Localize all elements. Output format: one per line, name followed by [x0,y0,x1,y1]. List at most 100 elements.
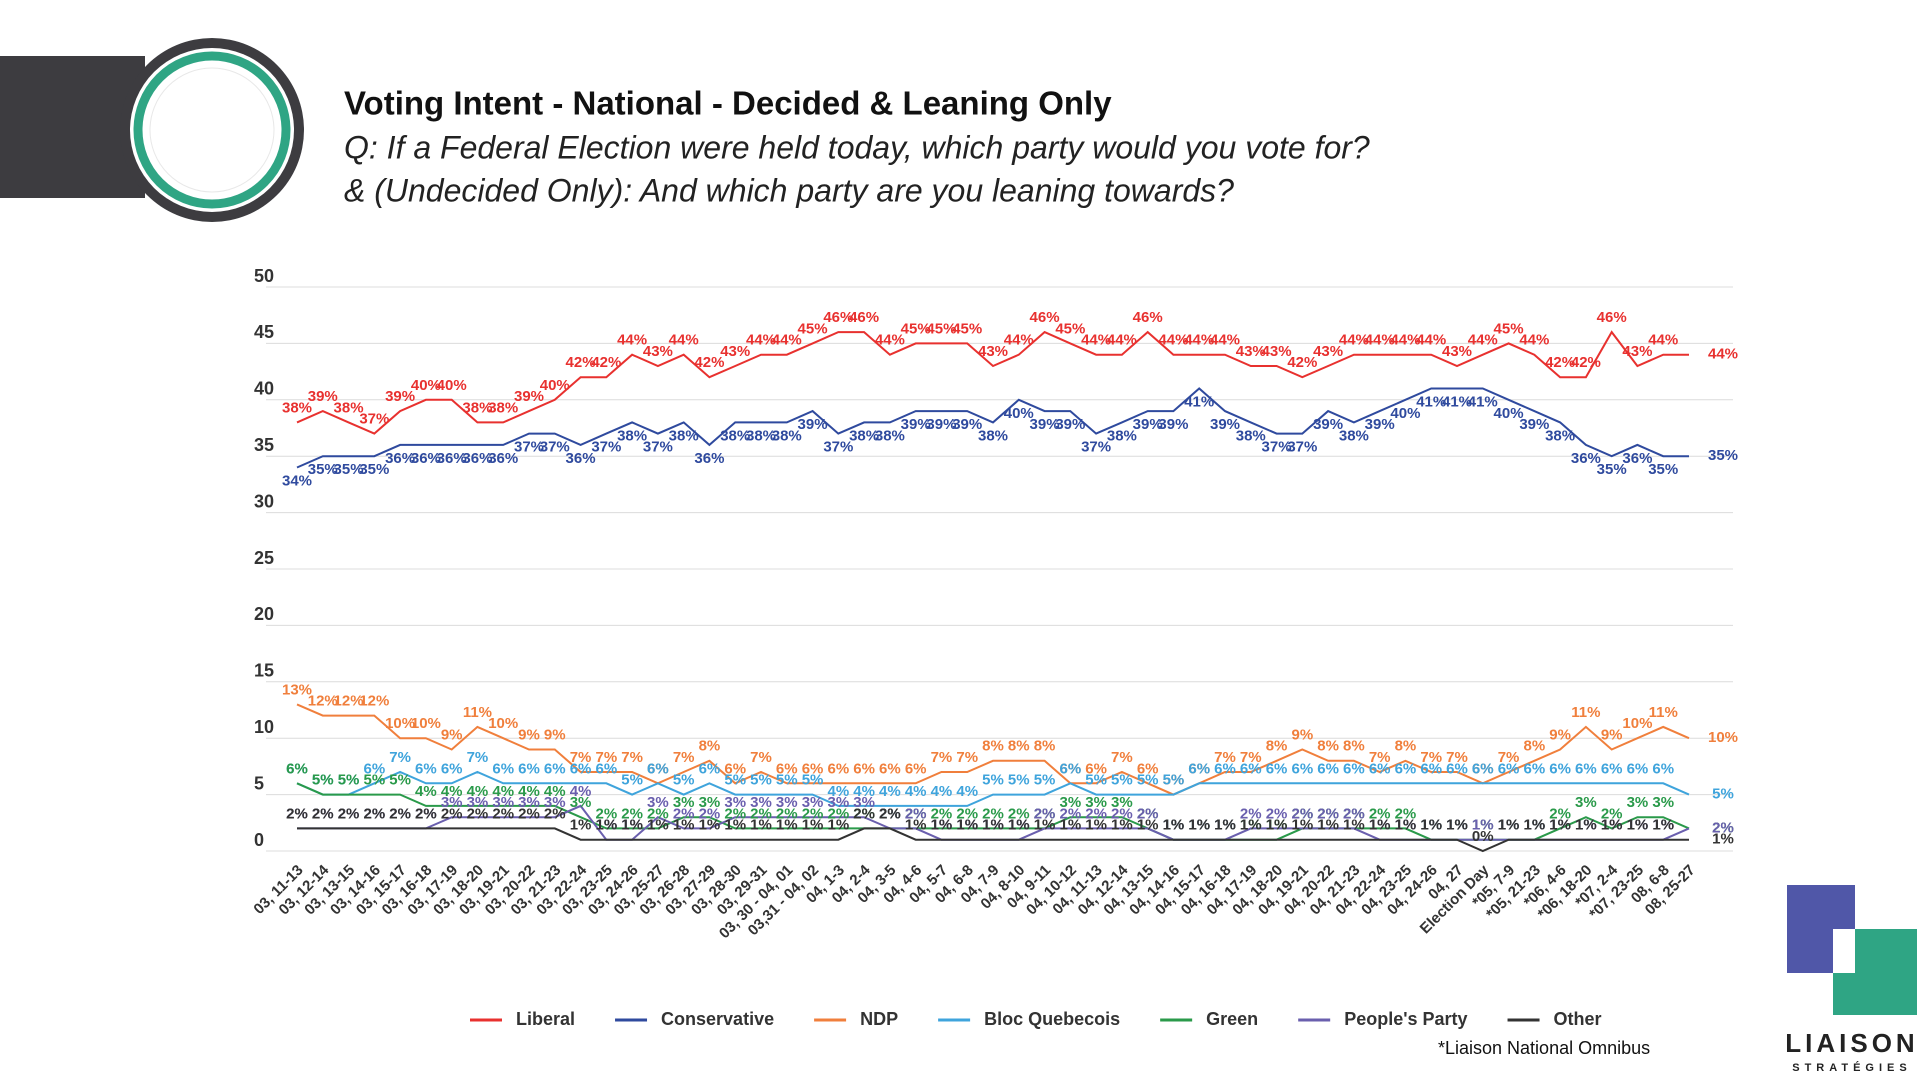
data-label: 3% [802,794,824,811]
data-label: 6% [853,760,875,777]
data-label: 6% [1369,760,1391,777]
data-label: 2% [1008,805,1030,822]
data-label: 5% [363,772,385,789]
data-label: 2% [1317,805,1339,822]
data-label: 2% [338,805,360,822]
data-label: 1% [1420,817,1442,834]
data-label: 5% [312,772,334,789]
data-label: 6% [544,760,566,777]
data-label: 10% [385,715,415,732]
data-label: 36% [411,450,441,467]
data-label: 6% [1085,760,1107,777]
data-label: 1% [905,817,927,834]
data-label: 10% [1622,715,1652,732]
data-label: 43% [1262,343,1292,360]
data-label: 6% [595,760,617,777]
data-label: 36% [488,450,518,467]
data-label: 39% [901,416,931,433]
data-label: 6% [1549,760,1571,777]
data-label: 1% [1523,817,1545,834]
data-label: 39% [1030,416,1060,433]
data-label: 6% [1059,760,1081,777]
chart-subtitle: Q: If a Federal Election were held today… [344,129,1370,165]
data-label: 44% [1081,332,1111,349]
data-label: 1% [1085,817,1107,834]
data-label: 4% [492,783,514,800]
series-line [296,770,1690,807]
data-label: 2% [905,805,927,822]
data-label: 2% [750,805,772,822]
badge-ring [133,51,291,209]
data-label: 7% [1446,749,1468,766]
legend-label: People's Party [1344,1009,1467,1029]
data-label: 3% [1575,794,1597,811]
data-label: 13% [282,681,312,698]
data-label: 40% [1494,405,1524,422]
data-label: 38% [282,399,312,416]
series-line [296,330,1689,435]
data-label: 44% [1210,332,1240,349]
data-label: 5% [338,772,360,789]
data-label: 6% [363,760,385,777]
legend-label: Liberal [516,1009,575,1029]
data-label: 4% [518,783,540,800]
data-label: 6% [441,760,463,777]
data-label: 3% [699,794,721,811]
data-label: 6% [1188,760,1210,777]
data-label: 46% [849,309,879,326]
data-label: 1% [982,817,1004,834]
data-label: 35% [359,461,389,478]
data-label: 5% [1111,772,1133,789]
data-label: 1% [1575,817,1597,834]
data-label: 37% [823,439,853,456]
data-label: 5% [1712,786,1734,803]
data-label: 2% [853,805,875,822]
data-label: 6% [1266,760,1288,777]
legend-label: Bloc Quebecois [984,1009,1120,1029]
data-label: 39% [1055,416,1085,433]
data-label: 1% [1523,817,1545,834]
data-label: 2% [853,805,875,822]
data-label: 5% [982,772,1004,789]
data-label: 1% [1498,817,1520,834]
data-label: 3% [467,794,489,811]
data-label: 2% [415,805,437,822]
data-label: 1% [1008,817,1030,834]
data-label: 34% [282,472,312,489]
data-label: 39% [514,388,544,405]
data-label: 8% [1266,738,1288,755]
data-label: 39% [308,388,338,405]
data-label: 3% [673,794,695,811]
data-label: 39% [926,416,956,433]
data-label: 6% [1317,760,1339,777]
data-label: 7% [1420,749,1442,766]
y-tick-label: 40 [254,379,274,399]
data-label: 1% [982,817,1004,834]
data-label: 37% [359,411,389,428]
data-label: 4% [905,783,927,800]
data-label: 1% [1008,817,1030,834]
data-label: 6% [1523,760,1545,777]
data-label: 6% [1472,760,1494,777]
data-label: 38% [1545,427,1575,444]
data-label: 3% [827,794,849,811]
data-label: 1% [1549,817,1571,834]
data-label: 10% [1708,729,1738,746]
data-label: 2% [389,805,411,822]
data-label: 3% [1059,794,1081,811]
data-label: 37% [1081,439,1111,456]
data-label: 2% [802,805,824,822]
data-label: 6% [1059,760,1081,777]
data-label: 2% [1111,805,1133,822]
data-label: 2% [518,805,540,822]
data-label: 2% [931,805,953,822]
data-label: 11% [1649,704,1678,721]
data-label: 2% [1549,805,1571,822]
data-label: 41% [1468,393,1498,410]
data-label: 44% [1339,332,1369,349]
data-label: 45% [1494,320,1524,337]
data-label: 8% [1395,738,1417,755]
data-label: 3% [853,794,875,811]
data-label: 38% [334,399,364,416]
